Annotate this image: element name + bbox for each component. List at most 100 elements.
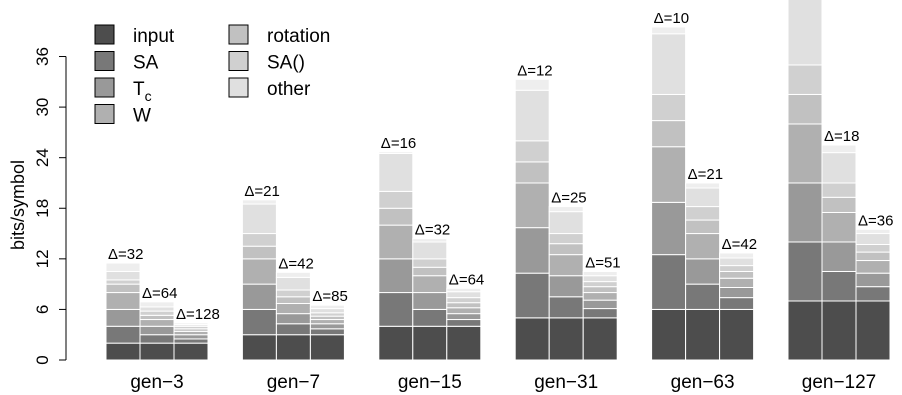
legend-label: W xyxy=(133,106,151,127)
x-axis-labels: gen−3 gen−7 gen−15 gen−31 gen−63 gen−127 xyxy=(130,372,876,393)
bar-segment xyxy=(855,244,891,253)
bar-segment xyxy=(787,182,823,243)
bar-segment xyxy=(139,342,175,361)
legend-label: Tc xyxy=(133,79,152,104)
bar-segment xyxy=(446,325,482,361)
bar-segment xyxy=(105,279,141,285)
delta-label: Δ=16 xyxy=(381,135,416,152)
legend-swatch xyxy=(94,104,115,124)
stacked-bar: Δ=51 xyxy=(582,254,621,361)
delta-label: Δ=42 xyxy=(722,236,757,253)
bar-segment xyxy=(241,203,277,235)
bar-segment xyxy=(446,313,482,321)
bar-segment xyxy=(378,151,414,154)
bar-segment xyxy=(378,292,414,327)
bar-segment xyxy=(514,227,550,274)
bar-segment xyxy=(446,307,482,315)
delta-label: Δ=51 xyxy=(585,254,620,271)
bar-segment xyxy=(105,308,141,327)
bar-segment xyxy=(378,258,414,294)
legend-swatch xyxy=(228,77,249,98)
bar-segment xyxy=(719,270,755,279)
bar-group: Δ=16 Δ=32 Δ=64 xyxy=(378,135,484,361)
bar-segment xyxy=(685,258,721,285)
delta-label: Δ=10 xyxy=(654,10,689,27)
legend-label: SA xyxy=(133,53,159,74)
legend-swatch xyxy=(94,51,115,71)
bar-segment xyxy=(412,266,448,277)
bar-group: Δ=9Δ=18 Δ=36 xyxy=(787,0,893,361)
stacked-bar: Δ=42 xyxy=(275,255,314,361)
bar-segment xyxy=(241,199,277,205)
delta-label: Δ=32 xyxy=(108,246,143,263)
stacked-bar: Δ=9 xyxy=(787,0,823,361)
legend-swatch xyxy=(94,77,115,98)
stacked-bar: Δ=128 xyxy=(173,306,220,361)
bar-segment xyxy=(139,310,175,316)
bar-segment xyxy=(105,283,141,294)
bar-segment xyxy=(821,152,857,184)
bar-segment xyxy=(651,308,687,361)
bar-segment xyxy=(514,317,550,361)
bar-segment xyxy=(821,144,857,154)
x-tick-label: gen−15 xyxy=(398,372,462,393)
bar-segment xyxy=(582,275,618,283)
bar-segment xyxy=(275,323,311,336)
bar-segment xyxy=(139,334,175,344)
bar-segment xyxy=(275,276,311,291)
bar-segment xyxy=(685,308,721,361)
legend-item: other xyxy=(228,77,311,100)
bar-segment xyxy=(309,334,345,361)
bar-segment xyxy=(241,245,277,260)
bar-segment xyxy=(309,323,345,330)
bar-segment xyxy=(514,182,550,229)
bar-segment xyxy=(105,325,141,344)
stacked-bar: Δ=36 xyxy=(855,212,893,361)
bar-segment xyxy=(719,257,755,267)
bar-segment xyxy=(685,206,721,221)
bar-segment xyxy=(139,325,175,336)
bar-segment xyxy=(548,275,584,298)
bar-segment xyxy=(514,161,550,184)
bar-segment xyxy=(173,334,209,340)
bar-segment xyxy=(855,260,891,274)
bar-segment xyxy=(685,182,721,189)
bar-segment xyxy=(548,254,584,277)
bar-segment xyxy=(446,302,482,309)
delta-label: Δ=85 xyxy=(312,288,347,305)
stacked-bar: Δ=10 xyxy=(651,10,689,361)
bar-segment xyxy=(582,317,618,361)
bar-segment xyxy=(105,262,141,272)
bar-segment xyxy=(241,258,277,285)
legend-label: other xyxy=(267,79,311,100)
bar-segment xyxy=(787,241,823,302)
legend-item: input xyxy=(94,24,175,47)
bar-segment xyxy=(378,152,414,192)
bar-segment xyxy=(412,325,448,361)
bar-segment xyxy=(275,289,311,298)
bar-segment xyxy=(582,308,618,319)
bar-segment xyxy=(548,233,584,245)
bar-segment xyxy=(446,319,482,327)
delta-label: Δ=18 xyxy=(824,128,859,145)
y-tick-label: 24 xyxy=(33,148,52,167)
bar-segment xyxy=(855,228,891,235)
bar-segment xyxy=(651,26,687,35)
bar-segment xyxy=(821,300,857,361)
bar-segment xyxy=(378,207,414,226)
bars-layer: Δ=32Δ=64Δ=128Δ=21Δ=42Δ=85Δ=16Δ=32Δ=64Δ=1… xyxy=(105,0,893,361)
legend-item: rotation xyxy=(228,24,330,47)
bar-segment xyxy=(719,265,755,272)
bar-segment xyxy=(685,233,721,260)
bar-segment xyxy=(412,275,448,294)
delta-label: Δ=128 xyxy=(176,306,220,323)
bar-segment xyxy=(548,317,584,361)
delta-label: Δ=21 xyxy=(688,166,723,183)
y-tick-label: 12 xyxy=(33,249,52,268)
stacked-bar: Δ=21 xyxy=(241,183,280,361)
bar-segment xyxy=(412,292,448,310)
bar-segment xyxy=(855,286,891,302)
bar-segment xyxy=(548,243,584,256)
bar-segment xyxy=(446,291,482,299)
y-tick-label: 30 xyxy=(33,98,52,117)
